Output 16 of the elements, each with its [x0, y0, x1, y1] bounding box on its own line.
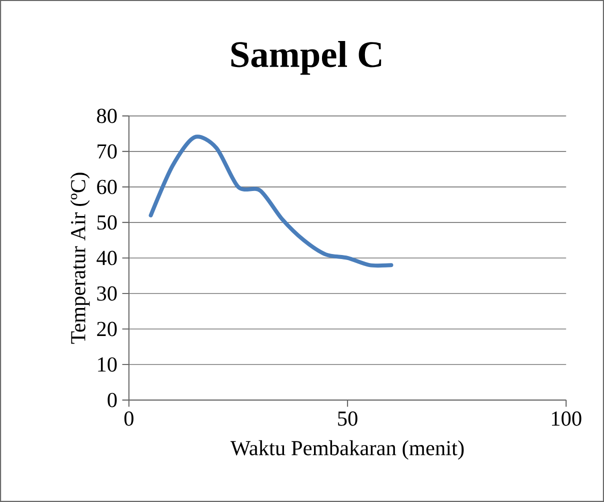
y-tick-label: 40: [96, 250, 117, 266]
y-tick-label: 0: [108, 392, 117, 408]
y-tick-label: 70: [98, 144, 117, 159]
y-tick-label: 60: [97, 180, 117, 194]
x-tick-label: 0: [124, 411, 134, 426]
y-tick-label: 50: [97, 215, 117, 230]
x-tick-label: 100: [552, 411, 582, 426]
y-axis-title: Temperatur Air (ºC): [70, 172, 90, 344]
x-axis-title: Waktu Pembakaran (menit): [230, 440, 464, 460]
line-series: [148, 134, 394, 268]
y-tick-label: 80: [97, 108, 117, 124]
y-tick-label: 30: [97, 286, 117, 301]
x-tick-label: 50: [338, 411, 358, 426]
y-tick-label: 10: [98, 357, 117, 372]
y-tick-label: 20: [97, 322, 117, 336]
chart-title: Sampel C: [231, 40, 382, 75]
